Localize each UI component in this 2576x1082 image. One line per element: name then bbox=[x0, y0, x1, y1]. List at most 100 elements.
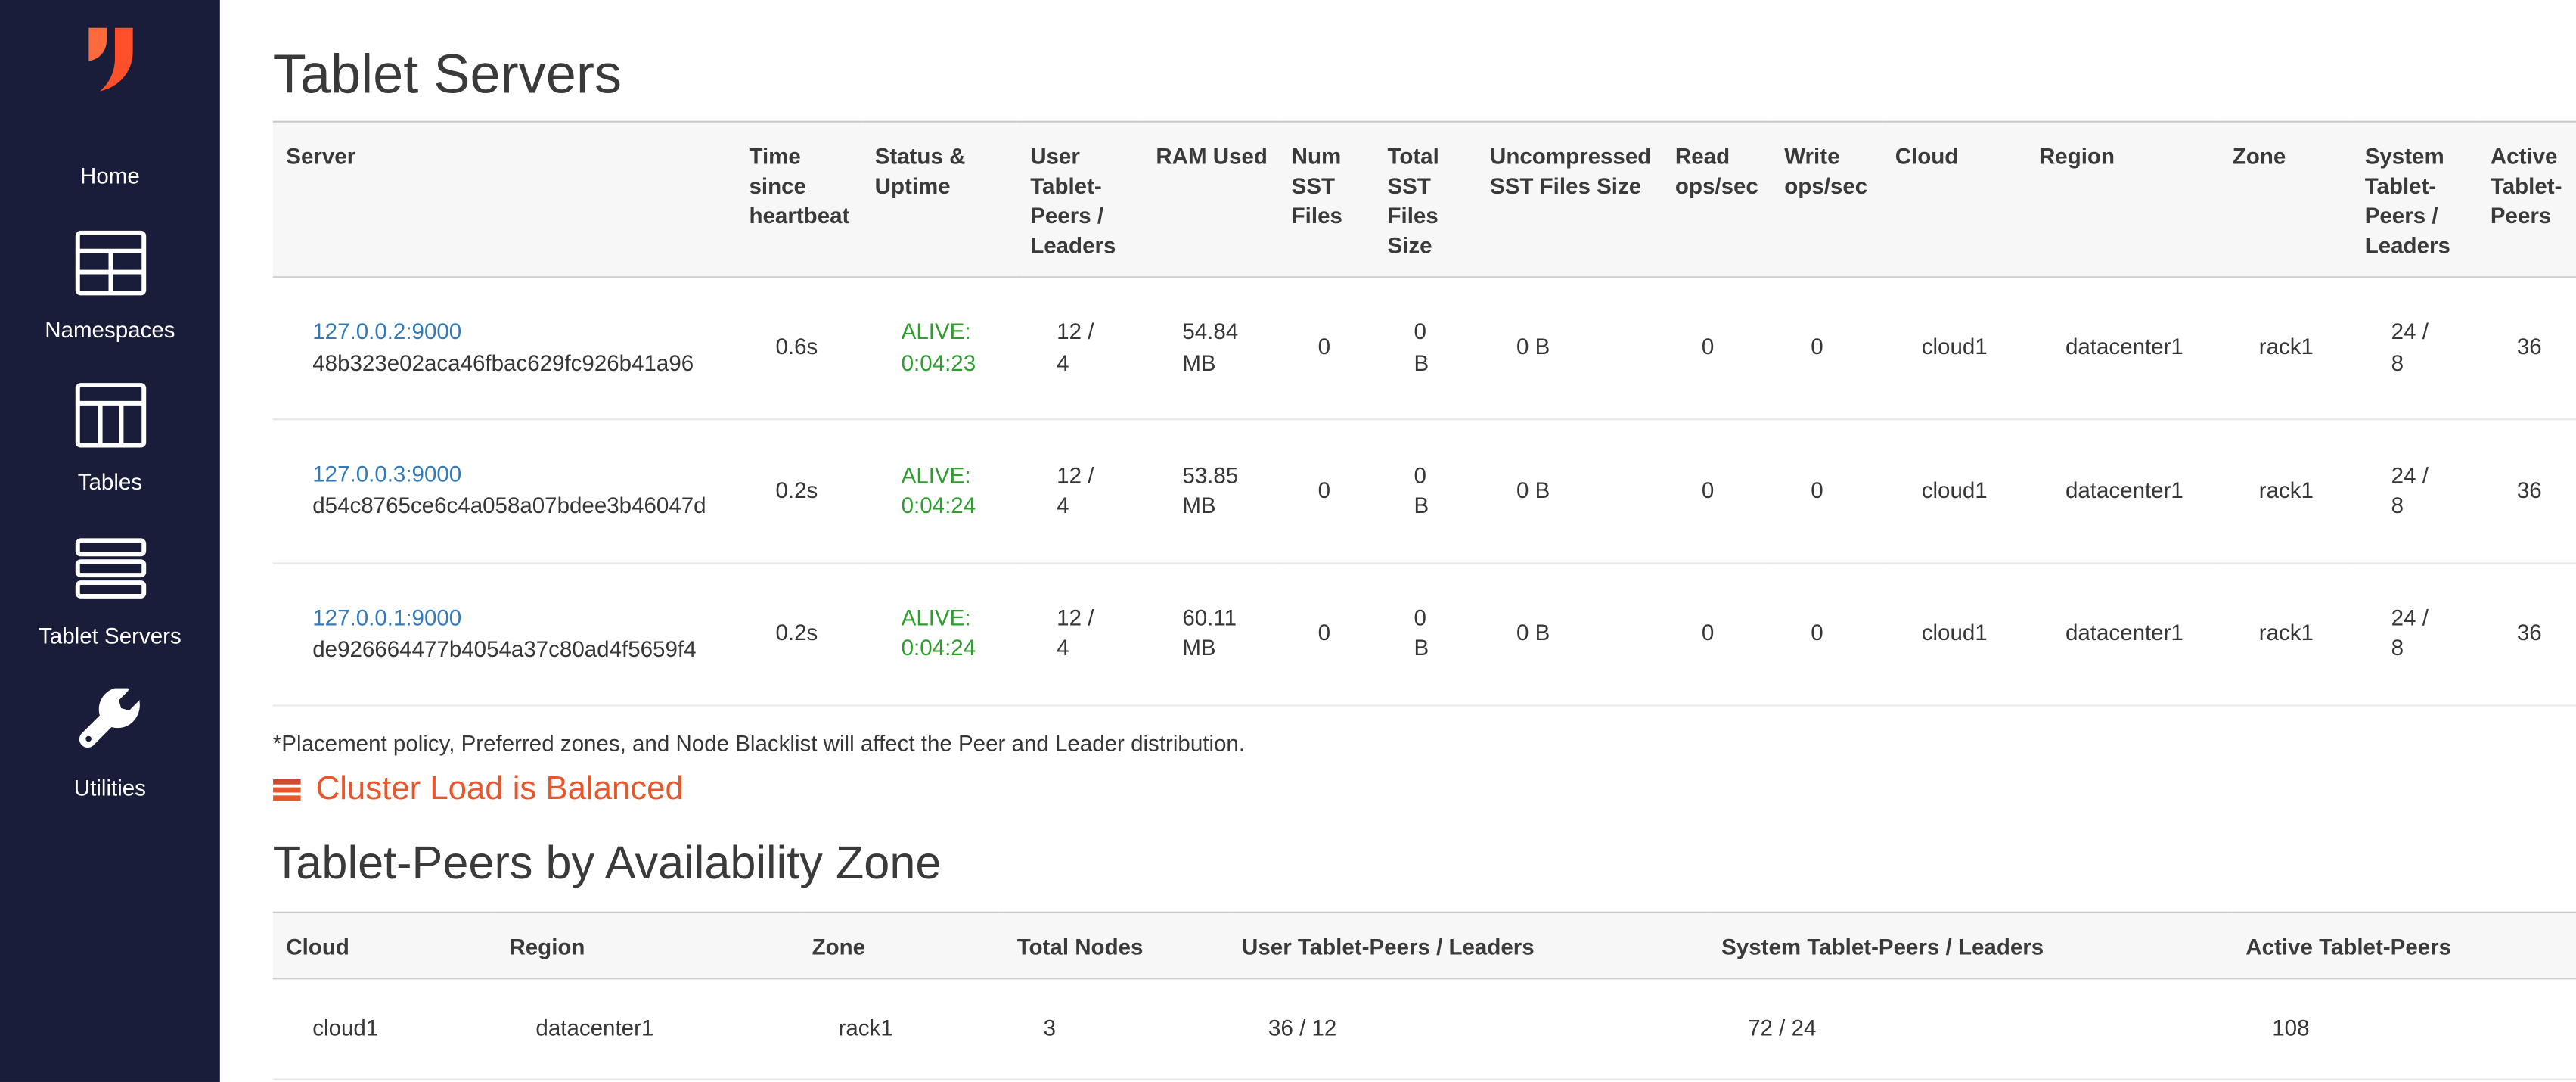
col-cloud: Cloud bbox=[1882, 120, 2026, 278]
num-sst-cell: 0 bbox=[1278, 419, 1374, 564]
sidebar-item-namespaces[interactable]: Namespaces bbox=[0, 229, 220, 343]
col-user-peers: User Tablet-Peers / Leaders bbox=[1016, 120, 1143, 278]
server-link[interactable]: 127.0.0.3:9000 bbox=[312, 462, 462, 487]
ram-cell: 54.84 MB bbox=[1142, 276, 1279, 421]
server-cell: 127.0.0.3:9000 d54c8765ce6c4a058a07bdee3… bbox=[272, 419, 736, 564]
zone-value: rack1 bbox=[838, 1015, 893, 1041]
placement-footnote: *Placement policy, Preferred zones, and … bbox=[272, 731, 1246, 757]
user-peers-cell: 12 / 4 bbox=[1016, 276, 1143, 421]
active-peers-value: 36 bbox=[2516, 620, 2542, 646]
read-ops-cell: 0 bbox=[1662, 562, 1771, 707]
system-peers-cell: 72 / 24 bbox=[1708, 978, 2233, 1081]
heartbeat-cell: 0.2s bbox=[735, 562, 862, 707]
cluster-load-status-text: Cluster Load is Balanced bbox=[315, 771, 684, 808]
sidebar-nav: Home Namespaces bbox=[0, 163, 220, 841]
zone-row: cloud1 datacenter1 rack1 3 36 / 12 72 / … bbox=[272, 978, 2576, 1081]
uncompressed-sst-cell: 0 B bbox=[1476, 276, 1662, 421]
status-value: ALIVE: 0:04:24 bbox=[901, 605, 976, 661]
server-link[interactable]: 127.0.0.1:9000 bbox=[312, 605, 462, 630]
write-ops-value: 0 bbox=[1811, 477, 1823, 503]
user-peers-cell: 12 / 4 bbox=[1016, 562, 1143, 707]
col-active-peers: Active Tablet-Peers bbox=[2477, 120, 2576, 278]
tables-grid-icon bbox=[73, 382, 146, 448]
yugabyte-logo[interactable] bbox=[85, 23, 135, 101]
server-cell: 127.0.0.2:9000 48b323e02aca46fbac629fc92… bbox=[272, 276, 736, 421]
cloud-cell: cloud1 bbox=[272, 978, 496, 1081]
uncompressed-sst-cell: 0 B bbox=[1476, 419, 1662, 564]
ram-value: 53.85 MB bbox=[1182, 462, 1239, 518]
sidebar-item-tablet-servers[interactable]: Tablet Servers bbox=[0, 535, 220, 648]
heartbeat-value: 0.2s bbox=[775, 477, 818, 503]
write-ops-cell: 0 bbox=[1771, 419, 1882, 564]
sidebar-item-label: Tablet Servers bbox=[39, 623, 182, 648]
header-row: Server Time since heartbeat Status & Upt… bbox=[272, 120, 2576, 278]
num-sst-cell: 0 bbox=[1278, 276, 1374, 421]
num-sst-value: 0 bbox=[1317, 334, 1331, 360]
sidebar-item-home[interactable]: Home bbox=[0, 163, 220, 189]
system-peers-value: 72 / 24 bbox=[1748, 1015, 1817, 1041]
read-ops-cell: 0 bbox=[1662, 276, 1771, 421]
uncompressed-sst-value: 0 B bbox=[1516, 477, 1550, 503]
write-ops-cell: 0 bbox=[1771, 276, 1882, 421]
region-value: datacenter1 bbox=[2065, 334, 2183, 360]
user-peers-value: 12 / 4 bbox=[1057, 319, 1094, 375]
col-region: Region bbox=[495, 912, 799, 980]
tserver-row: 127.0.0.3:9000 d54c8765ce6c4a058a07bdee3… bbox=[272, 419, 2576, 564]
sidebar-item-tables[interactable]: Tables bbox=[0, 382, 220, 496]
servers-table-header: Server Time since heartbeat Status & Upt… bbox=[272, 120, 2576, 278]
system-peers-value: 24 / 8 bbox=[2391, 605, 2429, 661]
active-peers-value: 36 bbox=[2516, 334, 2542, 360]
region-value: datacenter1 bbox=[2065, 477, 2183, 503]
active-peers-value: 108 bbox=[2272, 1015, 2310, 1041]
server-uuid: de926664477b4054a37c80ad4f5659f4 bbox=[312, 636, 697, 662]
zone-value: rack1 bbox=[2258, 334, 2314, 360]
server-uuid: 48b323e02aca46fbac629fc926b41a96 bbox=[312, 350, 694, 376]
region-cell: datacenter1 bbox=[2025, 562, 2220, 707]
total-sst-value: 0 B bbox=[1414, 462, 1429, 518]
status-value: ALIVE: 0:04:23 bbox=[901, 319, 976, 375]
col-active-peers: Active Tablet-Peers bbox=[2232, 912, 2576, 980]
tserver-row: 127.0.0.2:9000 48b323e02aca46fbac629fc92… bbox=[272, 276, 2576, 421]
status-cell: ALIVE: 0:04:24 bbox=[861, 419, 1017, 564]
zone-value: rack1 bbox=[2258, 620, 2314, 646]
active-peers-cell: 36 bbox=[2477, 562, 2576, 707]
uncompressed-sst-cell: 0 B bbox=[1476, 562, 1662, 707]
sidebar: Home Namespaces bbox=[0, 0, 220, 1082]
heartbeat-value: 0.6s bbox=[775, 334, 818, 360]
cloud-value: cloud1 bbox=[1921, 334, 1988, 360]
namespaces-table-icon bbox=[73, 229, 146, 295]
col-region: Region bbox=[2025, 120, 2220, 278]
col-num-sst: Num SST Files bbox=[1278, 120, 1374, 278]
wrench-icon bbox=[77, 687, 143, 754]
cloud-value: cloud1 bbox=[312, 1015, 379, 1041]
write-ops-cell: 0 bbox=[1771, 562, 1882, 707]
ram-cell: 53.85 MB bbox=[1142, 419, 1279, 564]
user-peers-value: 36 / 12 bbox=[1268, 1015, 1337, 1041]
col-cloud: Cloud bbox=[272, 912, 496, 980]
status-cell: ALIVE: 0:04:24 bbox=[861, 562, 1017, 707]
region-cell: datacenter1 bbox=[2025, 276, 2220, 421]
read-ops-value: 0 bbox=[1701, 620, 1715, 646]
zone-peers-table: Cloud Region Zone Total Nodes User Table… bbox=[272, 912, 2576, 1081]
cloud-cell: cloud1 bbox=[1882, 419, 2026, 564]
total-sst-value: 0 B bbox=[1414, 319, 1429, 375]
total-sst-cell: 0 B bbox=[1373, 419, 1477, 564]
yugabyte-logo-icon bbox=[88, 27, 132, 92]
user-peers-cell: 36 / 12 bbox=[1228, 978, 1709, 1081]
status-value: ALIVE: 0:04:24 bbox=[901, 462, 976, 518]
server-uuid: d54c8765ce6c4a058a07bdee3b46047d bbox=[312, 493, 706, 519]
server-link[interactable]: 127.0.0.2:9000 bbox=[312, 319, 462, 344]
sidebar-item-utilities[interactable]: Utilities bbox=[0, 687, 220, 802]
sidebar-item-label: Home bbox=[80, 163, 140, 189]
sidebar-item-label: Namespaces bbox=[45, 316, 175, 342]
col-status: Status & Uptime bbox=[861, 120, 1017, 278]
tablet-servers-stack-icon bbox=[73, 535, 146, 601]
system-peers-value: 24 / 8 bbox=[2391, 462, 2429, 518]
num-sst-cell: 0 bbox=[1278, 562, 1374, 707]
uncompressed-sst-value: 0 B bbox=[1516, 334, 1550, 360]
zone-table-header: Cloud Region Zone Total Nodes User Table… bbox=[272, 912, 2576, 980]
heartbeat-value: 0.2s bbox=[775, 620, 818, 646]
zone-section-title: Tablet-Peers by Availability Zone bbox=[272, 837, 942, 889]
user-peers-value: 12 / 4 bbox=[1057, 605, 1094, 661]
